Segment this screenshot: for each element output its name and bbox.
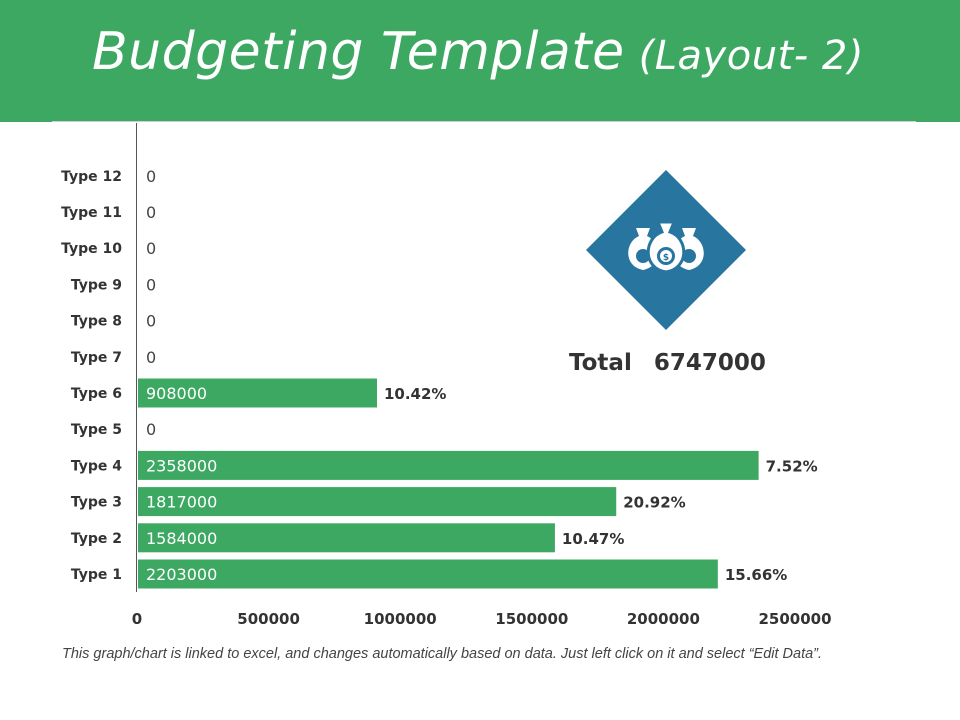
x-tick-label: 1000000	[364, 610, 437, 628]
category-label: Type 9	[71, 277, 122, 293]
x-tick-label: 500000	[237, 610, 300, 628]
value-label: 908000	[146, 384, 207, 403]
footnote: This graph/chart is linked to excel, and…	[62, 646, 823, 662]
svg-text:$: $	[663, 253, 669, 263]
value-label: 2203000	[146, 565, 217, 584]
bar	[138, 523, 555, 553]
value-label: 0	[146, 348, 156, 367]
total-value: 6747000	[653, 350, 766, 376]
value-label: 1584000	[146, 529, 217, 548]
category-label: Type 7	[71, 350, 122, 366]
header-banner: Budgeting Template (Layout- 2)	[0, 0, 960, 122]
value-label: 0	[146, 239, 156, 258]
value-label: 0	[146, 420, 156, 439]
bar	[138, 559, 718, 589]
bar	[138, 487, 617, 517]
category-label: Type 10	[61, 241, 122, 257]
page-title: Budgeting Template (Layout- 2)	[92, 22, 864, 82]
value-label: 1817000	[146, 493, 217, 512]
bar	[138, 450, 759, 480]
category-label: Type 5	[71, 422, 122, 438]
total-label: Total	[569, 350, 632, 376]
x-tick-label: 0	[132, 610, 142, 628]
percent-label: 7.52%	[766, 457, 818, 475]
percent-label: 10.47%	[562, 530, 624, 548]
category-label: Type 6	[71, 386, 122, 402]
x-tick-label: 2500000	[758, 610, 831, 628]
title-text: Budgeting Template	[92, 22, 625, 82]
percent-label: 15.66%	[725, 566, 787, 584]
value-label: 0	[146, 203, 156, 222]
value-label: 0	[146, 167, 156, 186]
title-subtitle: (Layout- 2)	[638, 33, 864, 79]
x-tick-label: 2000000	[627, 610, 700, 628]
category-label: Type 3	[71, 495, 122, 511]
x-tick-label: 1500000	[495, 610, 568, 628]
category-label: Type 4	[71, 458, 122, 474]
category-label: Type 12	[61, 169, 122, 185]
header-divider	[52, 121, 916, 122]
value-label: 0	[146, 312, 156, 331]
percent-label: 10.42%	[384, 385, 446, 403]
category-label: Type 1	[71, 567, 122, 583]
category-label: Type 8	[71, 314, 122, 330]
total-summary: Total 6747000	[569, 350, 766, 376]
bar	[138, 378, 377, 408]
category-label: Type 11	[61, 205, 122, 221]
money-bags-icon: $	[586, 170, 746, 330]
category-label: Type 2	[71, 531, 122, 547]
value-label: 0	[146, 275, 156, 294]
value-label: 2358000	[146, 456, 217, 475]
percent-label: 20.92%	[623, 494, 685, 512]
